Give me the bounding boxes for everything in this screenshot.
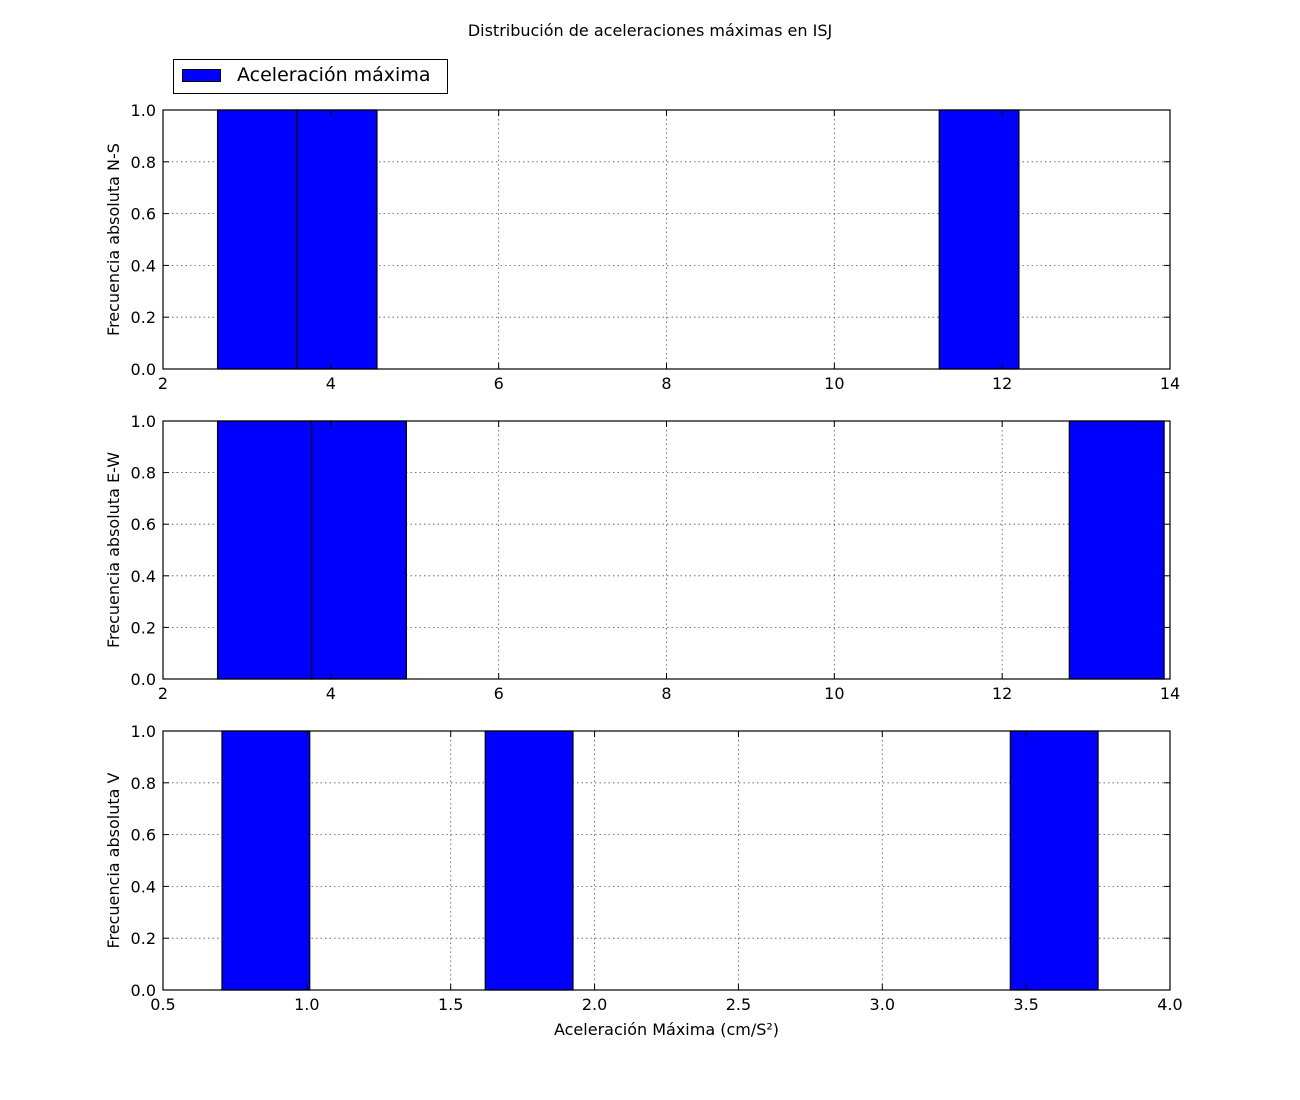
x-tick-label: 12: [992, 684, 1012, 703]
y-tick-label: 1.0: [131, 101, 156, 120]
x-tick-label: 3.0: [870, 995, 895, 1014]
histogram-bar: [484, 730, 574, 991]
y-axis-label: Frecuencia absoluta E-W: [104, 452, 123, 648]
legend: Aceleración máxima: [173, 59, 448, 94]
histogram-bar: [216, 109, 298, 370]
axes-frame: [162, 730, 1171, 991]
y-tick-label: 0.6: [131, 515, 156, 534]
y-tick-label: 1.0: [131, 722, 156, 741]
y-tick-label: 0.4: [131, 567, 156, 586]
histogram-bar: [296, 109, 378, 370]
x-axis-label: Aceleración Máxima (cm/S²): [554, 1020, 779, 1039]
legend-label: Aceleración máxima: [237, 64, 431, 86]
x-tick-label: 4: [326, 374, 336, 393]
x-tick-label: 4: [326, 684, 336, 703]
histogram-bar: [216, 420, 313, 680]
y-tick-label: 0.2: [131, 929, 156, 948]
x-tick-label: 4.0: [1157, 995, 1182, 1014]
x-tick-label: 8: [661, 684, 671, 703]
x-tick-label: 8: [661, 374, 671, 393]
y-tick-label: 0.2: [131, 618, 156, 637]
panel-3: 0.5 1.0 1.5 2.0 2.5 3.0 3.5 4.0 0.0 0.2 0.4 0.6 0.8 1…: [104, 722, 1183, 1039]
x-tick-label: 10: [824, 374, 844, 393]
y-tick-label: 0.8: [131, 153, 156, 172]
x-tick-label: 1.5: [438, 995, 463, 1014]
x-tick-label: 6: [494, 374, 504, 393]
x-tick-label: 2: [158, 374, 168, 393]
histogram-bar: [938, 109, 1020, 370]
histogram-bar: [221, 730, 311, 991]
figure-title: Distribución de aceleraciones máximas en…: [467, 21, 833, 40]
y-axis-label: Frecuencia absoluta N-S: [104, 143, 123, 336]
x-tick-label: 2.0: [582, 995, 607, 1014]
panel-1: 2 4 6 8 10 12 14 0.0 0.2 0.4 0.6 0.8 1.0 Frecuencia a…: [104, 101, 1180, 393]
x-tick-label: 12: [992, 374, 1012, 393]
y-tick-label: 0.4: [131, 256, 156, 275]
x-tick-label: 0.5: [150, 995, 175, 1014]
x-tick-label: 2.5: [726, 995, 751, 1014]
histogram-bar: [310, 420, 407, 680]
y-tick-label: 0.2: [131, 308, 156, 327]
y-tick-label: 0.8: [131, 464, 156, 483]
y-tick-label: 0.8: [131, 774, 156, 793]
y-tick-label: 1.0: [131, 412, 156, 431]
x-tick-label: 1.0: [294, 995, 319, 1014]
y-tick-label: 0.0: [131, 360, 156, 379]
x-tick-label: 14: [1160, 684, 1180, 703]
y-tick-label: 0.0: [131, 981, 156, 1000]
x-tick-label: 6: [494, 684, 504, 703]
x-tick-label: 10: [824, 684, 844, 703]
histogram-bar: [1009, 730, 1099, 991]
histogram-bar: [1068, 420, 1165, 680]
y-tick-label: 0.6: [131, 205, 156, 224]
y-tick-label: 0.0: [131, 670, 156, 689]
x-tick-label: 2: [158, 684, 168, 703]
y-tick-label: 0.6: [131, 826, 156, 845]
y-axis-label: Frecuencia absoluta V: [104, 772, 123, 948]
legend-swatch: [182, 69, 221, 82]
panel-2: 2 4 6 8 10 12 14 0.0 0.2 0.4 0.6 0.8 1.0 Frecuencia a…: [104, 412, 1180, 703]
y-tick-label: 0.4: [131, 877, 156, 896]
x-tick-label: 3.5: [1013, 995, 1038, 1014]
x-tick-label: 14: [1160, 374, 1180, 393]
